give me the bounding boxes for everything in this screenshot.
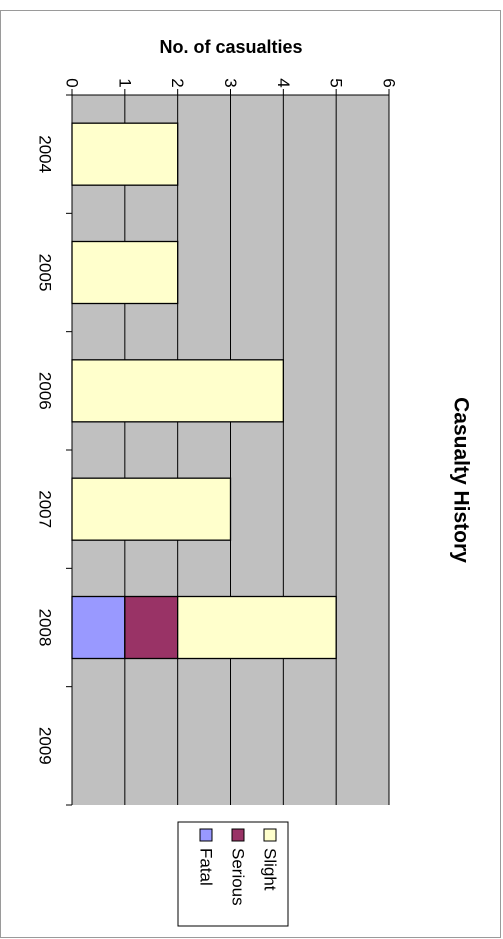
legend-swatch-serious	[231, 828, 245, 842]
chart-title: Casualty History	[450, 397, 473, 563]
category-tick-label: 2005	[36, 254, 55, 292]
category-tick-label: 2009	[36, 727, 55, 765]
value-tick-label: 1	[115, 78, 134, 87]
legend-label-slight: Slight	[261, 848, 280, 891]
category-tick-label: 2007	[36, 490, 55, 528]
bar-fatal	[71, 595, 126, 660]
value-tick-label: 5	[327, 78, 346, 87]
value-tick-label: 3	[221, 78, 240, 87]
legend-label-fatal: Fatal	[197, 848, 216, 886]
category-tick-label: 2008	[36, 609, 55, 647]
bar-serious	[124, 595, 179, 660]
bar-slight	[71, 240, 179, 305]
bar-slight	[71, 122, 179, 186]
value-tick-label: 6	[380, 78, 399, 87]
legend: Slight Serious Fatal	[177, 821, 289, 927]
value-tick-label: 0	[63, 78, 82, 87]
legend-swatch-slight	[263, 828, 277, 842]
value-axis-title: No. of casualties	[159, 37, 302, 57]
value-tick-label: 2	[168, 78, 187, 87]
bar-slight	[71, 477, 232, 541]
value-tick-label: 4	[274, 78, 293, 87]
bar-slight	[177, 595, 337, 660]
category-tick-label: 2004	[36, 135, 55, 173]
plot-area	[66, 89, 390, 806]
legend-label-serious: Serious	[229, 848, 248, 906]
bar-slight	[71, 359, 284, 423]
category-tick-label: 2006	[36, 372, 55, 410]
legend-swatch-fatal	[199, 828, 213, 842]
